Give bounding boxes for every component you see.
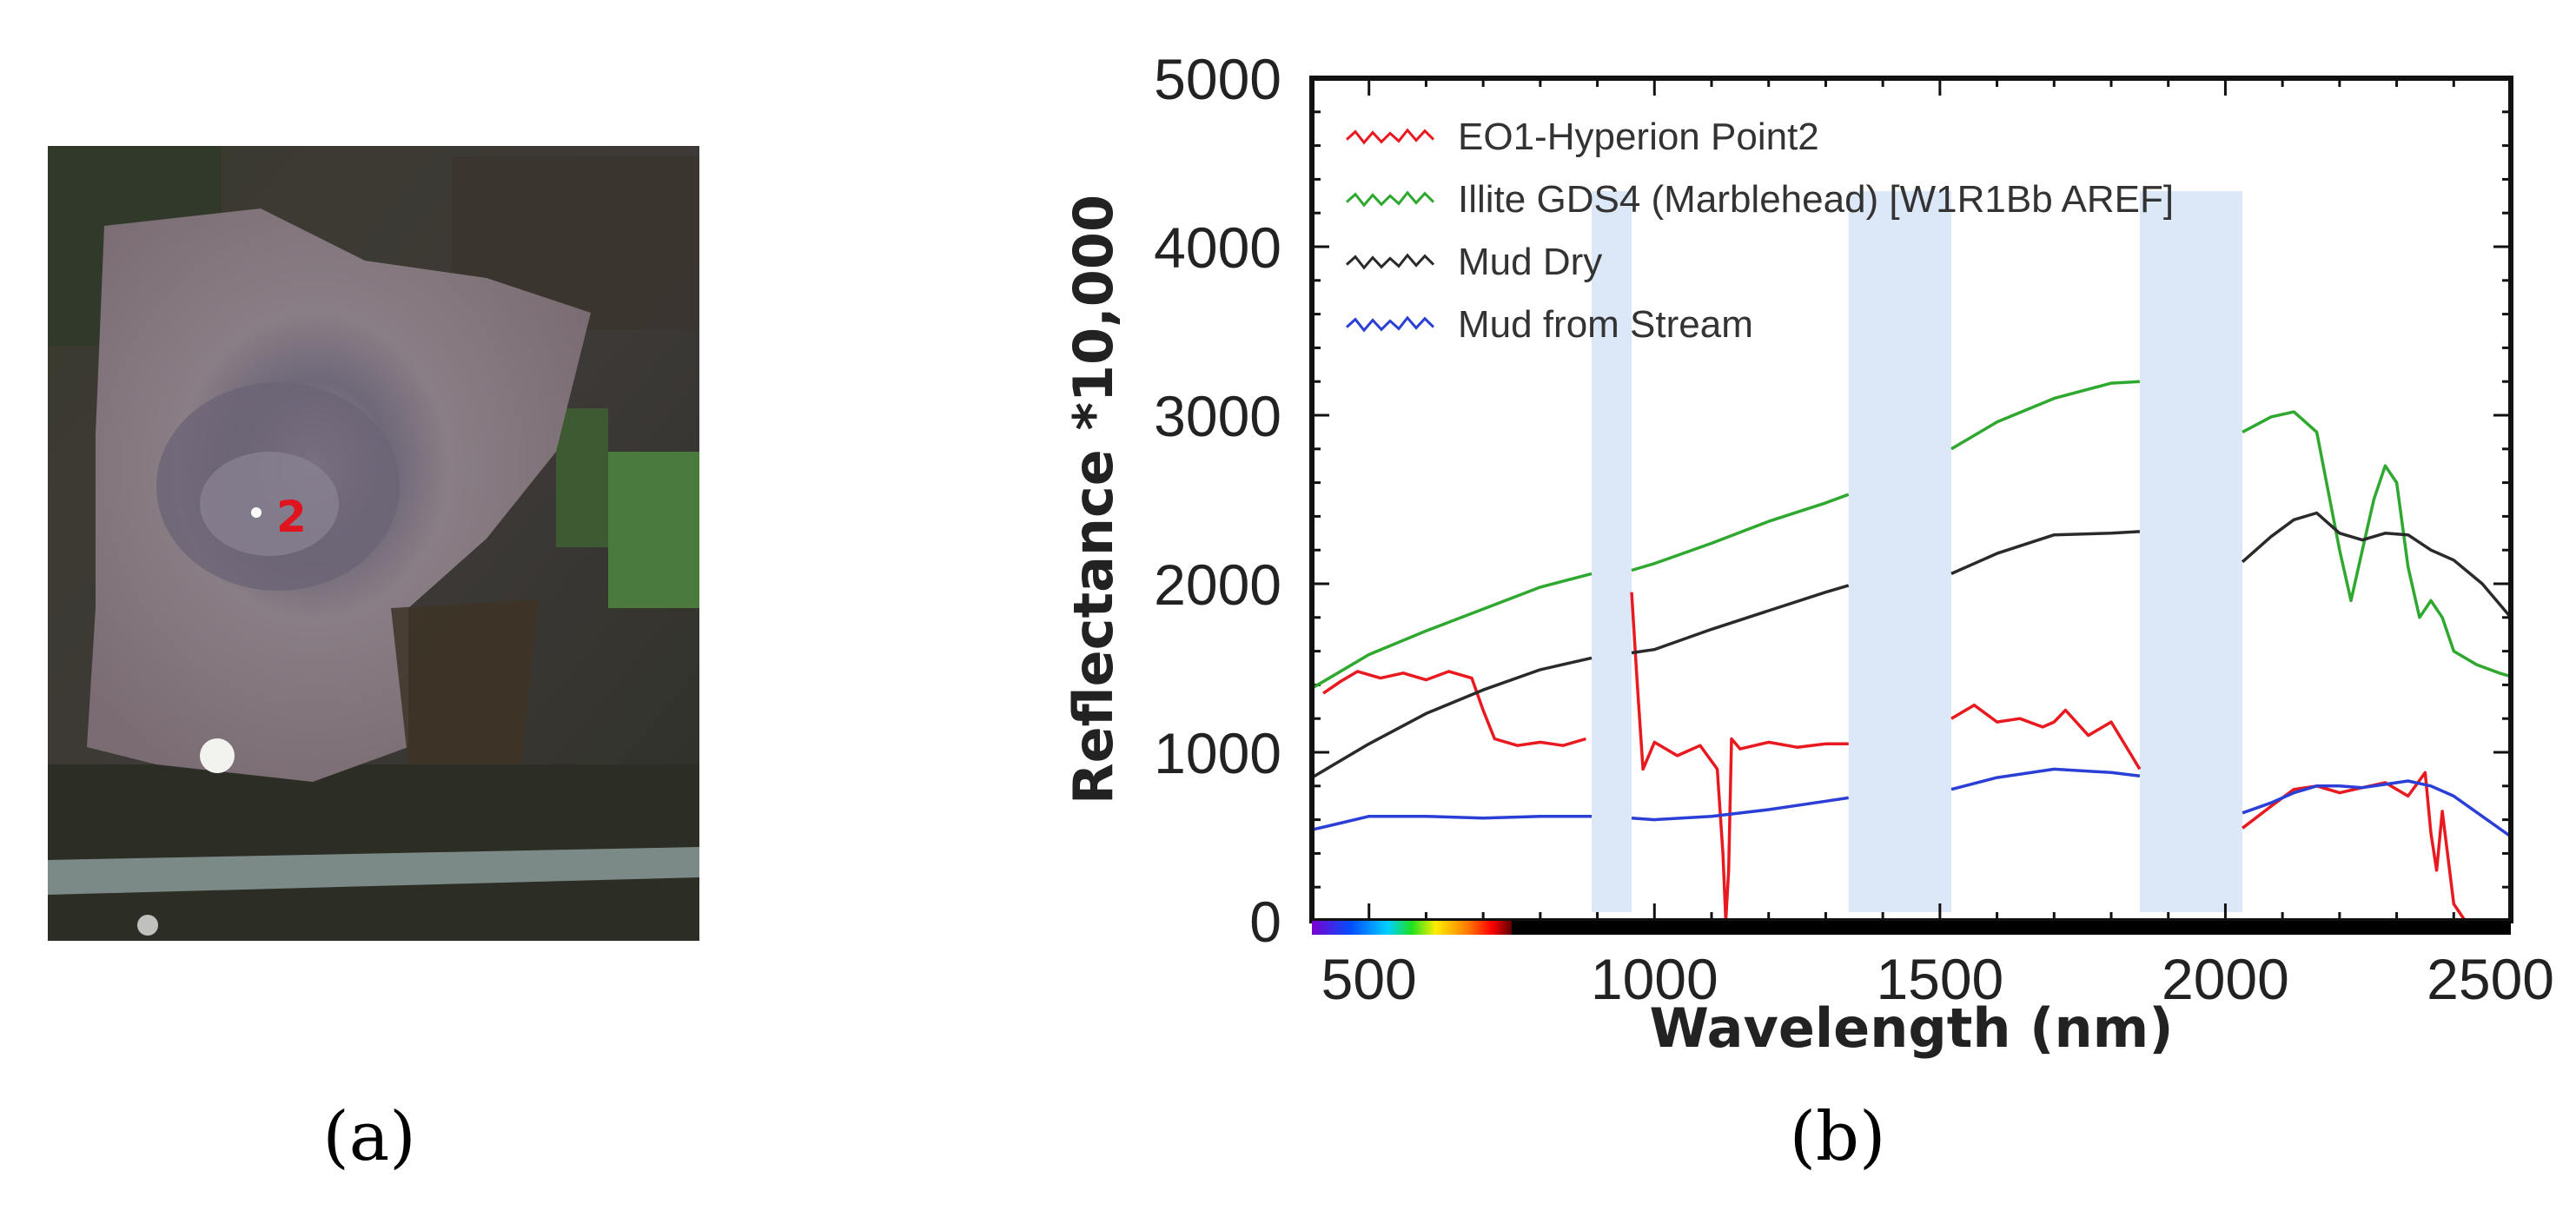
legend-label-3: Mud Dry	[1458, 241, 1602, 283]
series-line-3-segment-1	[1312, 656, 1593, 779]
series-line-4-segment-1	[1312, 814, 1592, 831]
series-line-3-segment-4	[2241, 511, 2511, 619]
y-tick-labels: 0 1000 2000 3000 4000 5000	[1154, 47, 1281, 954]
series-line-1-segment-4	[2242, 771, 2467, 921]
panel-b-label: (b)	[1790, 1098, 1886, 1176]
x-tick-label: 2500	[2427, 947, 2554, 1011]
masked-band-3	[2139, 190, 2243, 913]
series-line-2-segment-2	[1631, 493, 1850, 572]
masked-bands	[1592, 190, 2243, 913]
y-tick-label: 2000	[1154, 552, 1281, 617]
panel-a-label: (a)	[322, 1098, 415, 1176]
series-line-4-segment-3	[1950, 767, 2141, 791]
y-tick-label: 5000	[1154, 47, 1281, 111]
masked-band-2	[1848, 190, 1951, 913]
x-tick-labels: 500 1000 1500 2000 2500	[1321, 947, 2554, 1011]
legend-swatch-1	[1345, 128, 1435, 145]
series-line-2-segment-3	[1950, 380, 2141, 451]
panel-b: 0 1000 2000 3000 4000 5000 500 1000 1500 2000 250…	[1062, 47, 2554, 1176]
masked-band-1	[1592, 190, 1632, 913]
x-tick-label: 1500	[1876, 947, 2003, 1011]
x-tick-label: 500	[1321, 947, 1417, 1011]
y-tick-label: 3000	[1154, 384, 1281, 448]
panel-a: 2 (a)	[48, 146, 699, 1176]
y-tick-label: 4000	[1154, 215, 1281, 280]
series-line-3-segment-2	[1631, 584, 1850, 655]
legend-label-4: Mud from Stream	[1458, 303, 1753, 346]
x-tick-label: 2000	[2162, 947, 2289, 1011]
y-tick-label: 0	[1249, 890, 1281, 954]
legend: EO1-Hyperion Point2 Illite GDS4 (Marblehe…	[1345, 116, 2174, 346]
x-axis-title: Wavelength (nm)	[1649, 996, 2173, 1060]
legend-swatch-4	[1345, 315, 1435, 333]
legend-swatch-3	[1345, 253, 1435, 270]
series-line-4-segment-2	[1631, 796, 1849, 822]
y-axis-title: Reflectance *10,000	[1062, 195, 1125, 804]
series-line-4-segment-4	[2242, 779, 2511, 838]
spectrum-strip	[1312, 921, 2511, 935]
series-line-1-segment-2	[1630, 592, 1849, 921]
series-line-3-segment-3	[1950, 530, 2141, 576]
legend-label-2: Illite GDS4 (Marblehead) [W1R1Bb AREF]	[1458, 178, 2174, 221]
series-line-1-segment-1	[1322, 670, 1586, 747]
series-line-2-segment-4	[2242, 410, 2511, 678]
y-tick-label: 1000	[1154, 721, 1281, 785]
point-2-label: 2	[276, 492, 307, 542]
series-line-2-segment-1	[1312, 572, 1593, 690]
series-lines	[1312, 380, 2511, 921]
legend-swatch-2	[1345, 190, 1435, 208]
legend-label-1: EO1-Hyperion Point2	[1458, 116, 1819, 158]
x-tick-label: 1000	[1591, 947, 1718, 1011]
satellite-image	[48, 146, 699, 941]
series-line-1-segment-3	[1950, 703, 2142, 771]
visible-spectrum	[1312, 921, 1512, 935]
